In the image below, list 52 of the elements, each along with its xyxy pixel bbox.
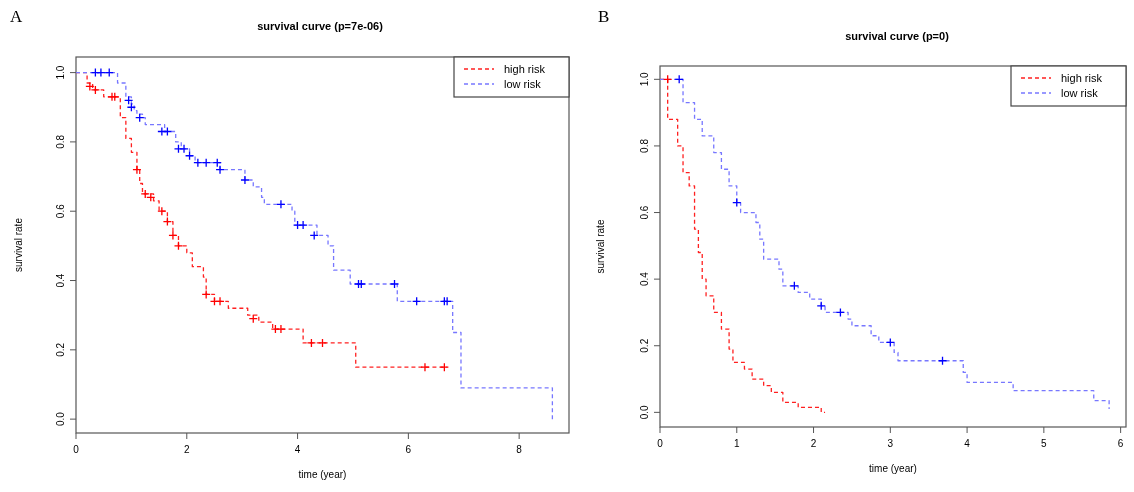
y-tick-label: 0.6 xyxy=(639,205,650,220)
legend-label: high risk xyxy=(1061,72,1103,84)
y-tick-label: 0.0 xyxy=(55,411,66,427)
point xyxy=(298,220,308,230)
point xyxy=(215,296,225,306)
y-tick-label: 0.2 xyxy=(55,342,66,357)
y-tick-label: 1.0 xyxy=(639,71,650,87)
x-tick-label: 2 xyxy=(810,438,817,449)
point xyxy=(179,144,189,154)
point xyxy=(240,175,250,185)
point xyxy=(276,324,286,334)
x-tick-label: 4 xyxy=(964,438,971,449)
point xyxy=(173,241,184,251)
x-tick-label: 0 xyxy=(73,444,80,455)
y-tick-label: 0.4 xyxy=(639,271,650,287)
point xyxy=(317,338,328,348)
x-axis-title: time (year) xyxy=(298,469,347,480)
y-tick-label: 0.6 xyxy=(55,203,66,219)
x-tick-label: 5 xyxy=(1041,438,1048,449)
x-tick-label: 6 xyxy=(1117,438,1124,449)
point xyxy=(306,338,317,348)
y-tick-label: 0.8 xyxy=(639,138,650,153)
x-tick-label: 6 xyxy=(405,444,412,455)
point xyxy=(132,164,142,175)
y-axis-title: survival rate xyxy=(595,219,606,274)
chart-title: survival curve (p=7e-06) xyxy=(257,20,384,32)
x-tick-label: 4 xyxy=(294,444,301,455)
point xyxy=(168,230,178,241)
point xyxy=(420,362,430,372)
y-tick-label: 0.0 xyxy=(639,404,650,420)
y-axis-title: survival rate xyxy=(13,217,24,272)
y-tick-label: 0.8 xyxy=(55,134,66,149)
x-tick-label: 3 xyxy=(887,438,894,449)
legend-label: low risk xyxy=(1061,87,1099,99)
y-tick-label: 0.2 xyxy=(639,338,650,353)
legend-label: high risk xyxy=(504,63,546,75)
point xyxy=(193,158,203,168)
point xyxy=(96,67,106,78)
x-tick-label: 8 xyxy=(516,444,523,455)
text: B xyxy=(598,7,610,26)
point xyxy=(276,199,286,209)
point xyxy=(389,279,400,289)
legend-label: low risk xyxy=(504,78,542,90)
chart-title: survival curve (p=0) xyxy=(845,30,950,42)
point xyxy=(157,206,167,216)
y-tick-label: 1.0 xyxy=(55,65,66,80)
x-tick-label: 2 xyxy=(184,444,191,455)
x-tick-label: 1 xyxy=(733,438,740,449)
x-tick-label: 0 xyxy=(657,438,664,449)
x-axis-title: time (year) xyxy=(869,463,917,474)
y-tick-label: 0.4 xyxy=(55,273,66,288)
text: A xyxy=(10,7,23,26)
